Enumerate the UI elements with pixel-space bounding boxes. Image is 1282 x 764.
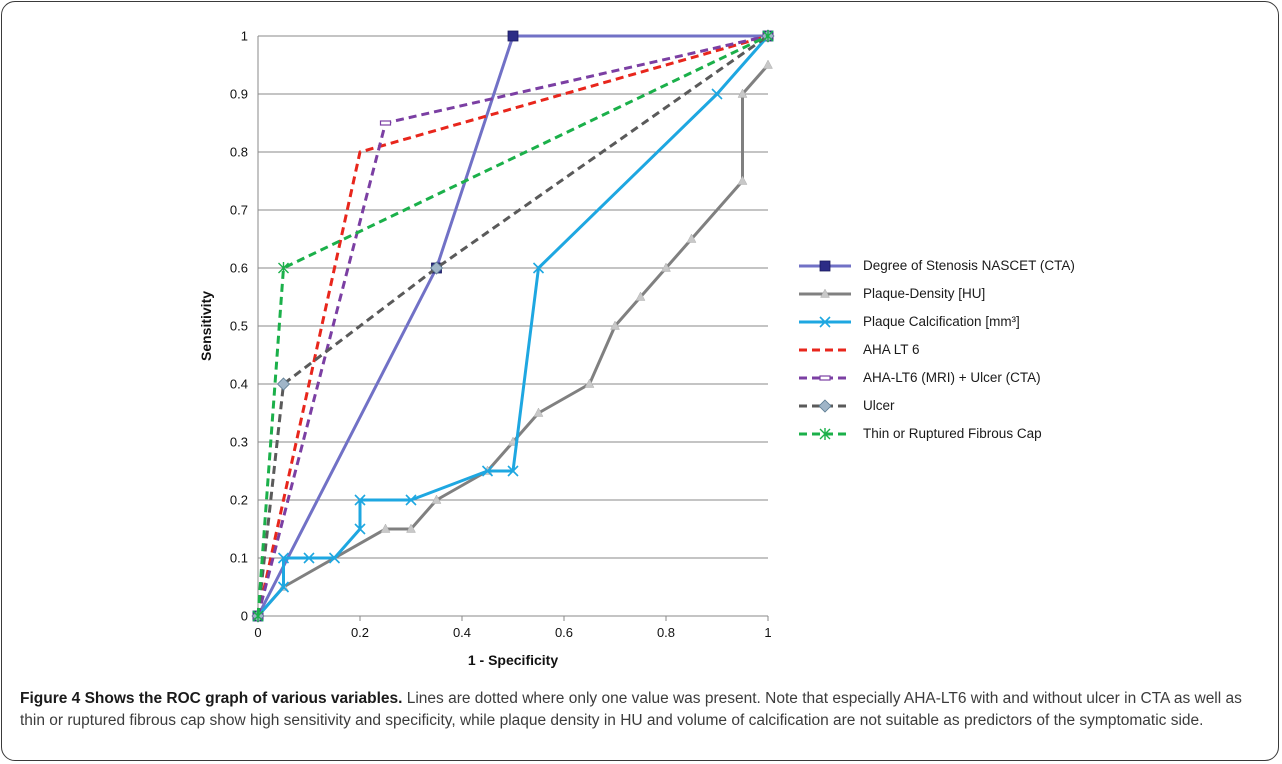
x-tick-label: 0.8	[657, 625, 675, 640]
y-tick-label: 0.1	[230, 551, 248, 566]
legend-label: Plaque-Density [HU]	[863, 286, 986, 301]
y-tick-label: 0.8	[230, 145, 248, 160]
data-point	[276, 377, 291, 391]
data-point	[354, 494, 366, 506]
data-point	[507, 465, 519, 477]
y-axis-title: Sensitivity	[198, 291, 214, 361]
data-point	[328, 552, 341, 564]
legend-marker	[820, 288, 830, 298]
data-point	[610, 320, 620, 330]
legend-swatch	[799, 348, 851, 352]
roc-chart: 0 0.1 0.2 0.3 0.4 0.5 0.6 0.7 0.8 0.9 1 0 0.2 0.4 0.6 0…	[198, 29, 775, 668]
legend-swatch	[799, 316, 851, 328]
legend-marker	[819, 316, 831, 328]
y-tick-label: 0.6	[230, 261, 248, 276]
y-tick-label: 0.4	[230, 377, 248, 392]
data-point	[252, 610, 264, 622]
series-1	[253, 59, 773, 620]
data-point	[405, 494, 417, 506]
data-point	[507, 30, 519, 42]
legend-swatch	[799, 288, 851, 298]
data-point	[380, 523, 391, 533]
legend-marker	[819, 260, 831, 272]
legend-label: Ulcer	[863, 398, 895, 413]
series-line	[256, 34, 768, 617]
data-point	[277, 552, 290, 564]
figure-caption: Figure 4 Shows the ROC graph of various …	[20, 688, 1260, 732]
legend-label: Plaque Calcification [mm³]	[863, 314, 1020, 329]
x-tick-label: 0.6	[555, 625, 573, 640]
x-tick-label: 1	[764, 625, 771, 640]
legend-marker	[819, 428, 831, 440]
data-point	[431, 494, 442, 504]
data-point	[277, 581, 290, 593]
legend-label: AHA LT 6	[863, 342, 920, 357]
legend-label: Degree of Stenosis NASCET (CTA)	[863, 258, 1075, 273]
y-tick-label: 0.9	[230, 87, 248, 102]
legend-label: AHA-LT6 (MRI) + Ulcer (CTA)	[863, 370, 1041, 385]
y-tick-label: 0.3	[230, 435, 248, 450]
series-line	[256, 34, 769, 617]
data-point	[763, 59, 773, 69]
legend-marker	[819, 375, 831, 381]
caption-text: Lines are dotted where only one value wa…	[20, 690, 1242, 729]
data-point	[737, 175, 748, 185]
x-tick-label: 0	[254, 625, 261, 640]
data-point	[635, 291, 646, 301]
legend-swatch	[799, 399, 851, 413]
data-point	[686, 233, 697, 243]
y-tick-label: 1	[241, 29, 248, 44]
x-axis-title: 1 - Specificity	[468, 652, 558, 668]
data-point	[303, 552, 315, 564]
y-tick-label: 0.2	[230, 493, 248, 508]
legend-label: Thin or Ruptured Fibrous Cap	[863, 426, 1042, 441]
data-point	[354, 523, 366, 535]
caption-title: Figure 4 Shows the ROC graph of various …	[20, 690, 403, 707]
data-point	[584, 378, 595, 388]
y-tick-label: 0	[241, 609, 248, 624]
y-tick-label: 0.7	[230, 203, 248, 218]
series-line	[256, 34, 769, 617]
x-tick-label: 0.4	[453, 625, 471, 640]
data-point	[379, 120, 392, 126]
data-point	[278, 262, 289, 274]
legend-swatch	[799, 375, 851, 381]
data-point	[661, 262, 671, 272]
data-point	[429, 261, 444, 275]
data-point	[711, 88, 723, 100]
legend-swatch	[799, 260, 851, 272]
data-point	[533, 407, 544, 417]
series-line	[256, 64, 770, 617]
series-3	[256, 34, 769, 617]
data-point	[762, 30, 774, 42]
x-tick-label: 0.2	[351, 625, 369, 640]
data-point	[737, 88, 748, 98]
data-point	[532, 262, 545, 274]
y-tick-label: 0.5	[230, 319, 248, 334]
legend-swatch	[799, 428, 851, 440]
legend-marker	[818, 399, 832, 413]
data-point	[481, 465, 494, 477]
series-6	[252, 30, 774, 622]
data-point	[406, 523, 416, 533]
series-line	[256, 34, 769, 617]
